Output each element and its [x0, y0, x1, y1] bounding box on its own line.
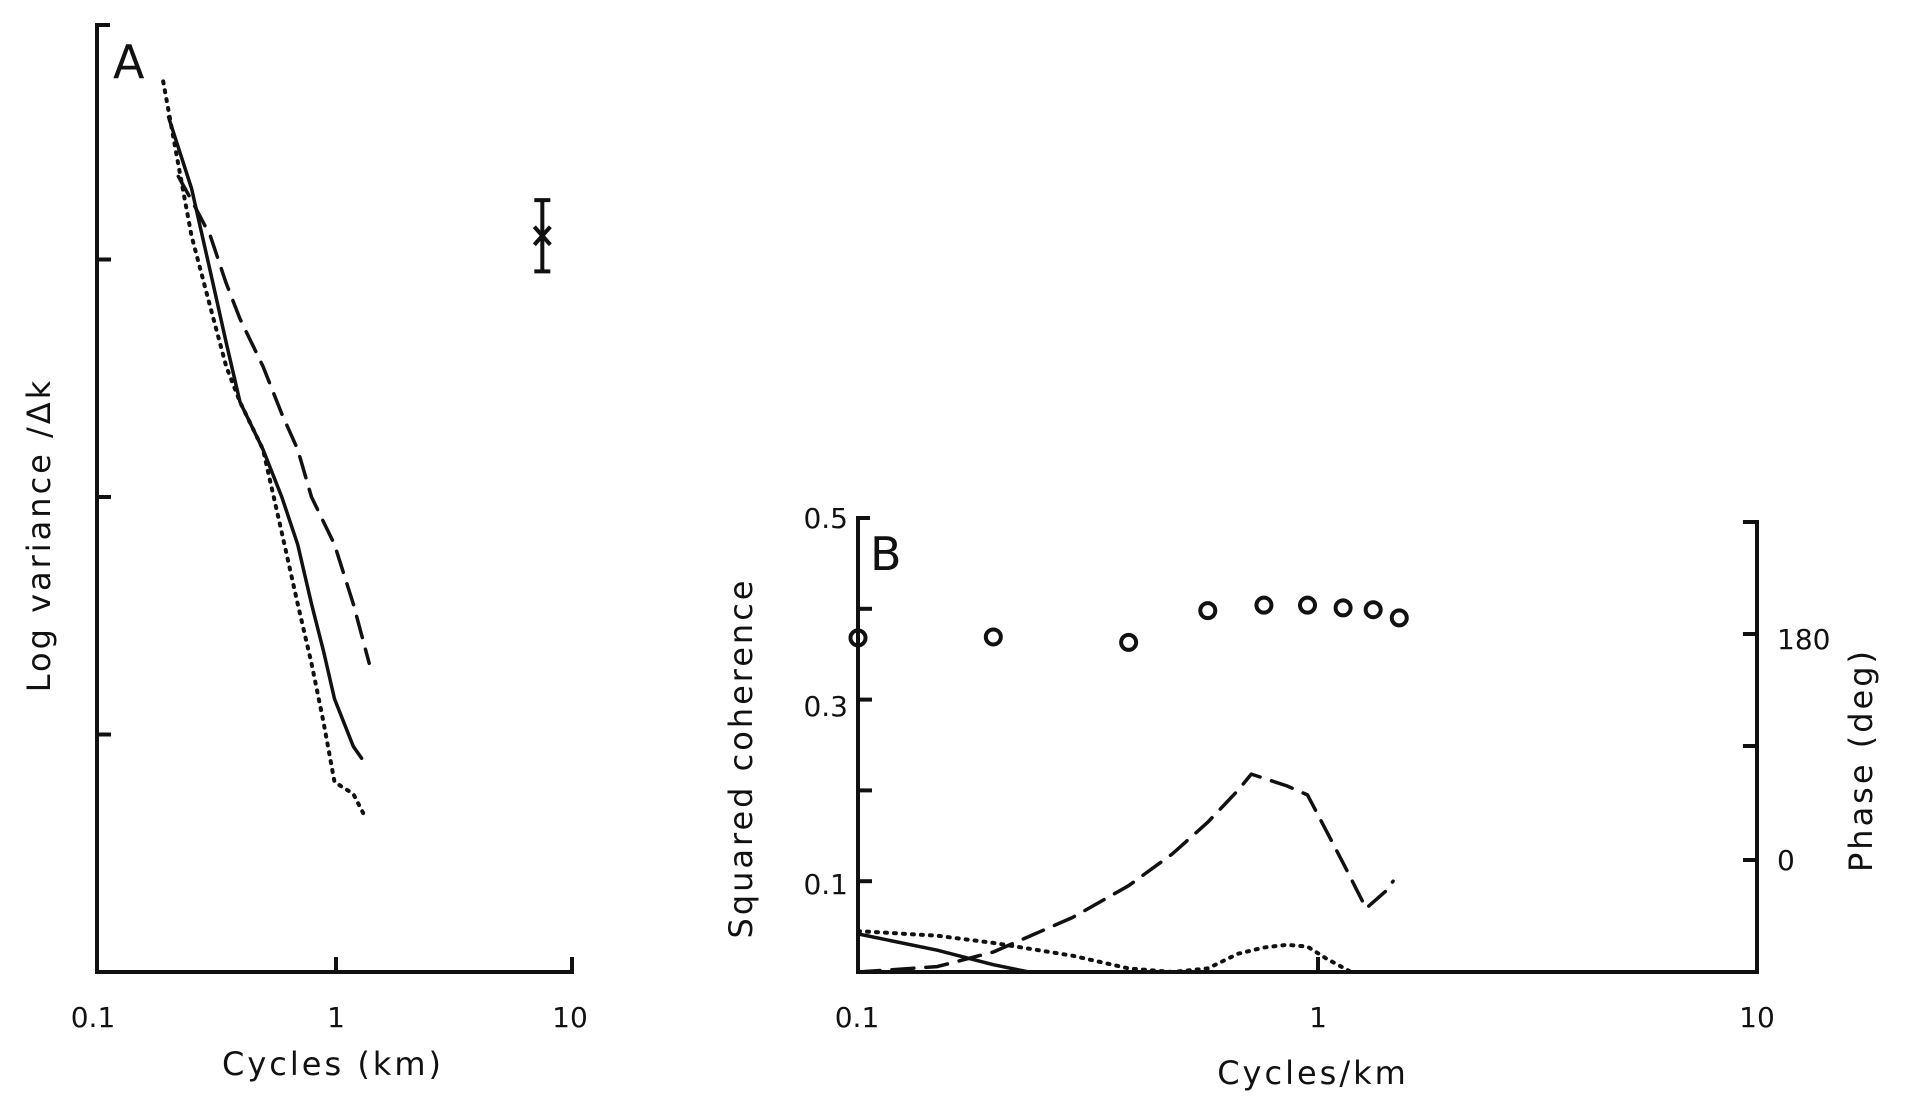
phase-point [1254, 595, 1274, 615]
panel-a-series-dashed [176, 174, 371, 666]
panel-b-ytick-0.5: 0.5 [803, 502, 848, 535]
panel-b-xlabel: Cycles/km [1217, 1054, 1409, 1092]
panel-b-rtick-180: 180 [1777, 623, 1830, 656]
panel-b-series-dotted [856, 929, 1354, 974]
phase-point [1298, 595, 1317, 615]
panel-a-series-solid [166, 115, 364, 761]
panel-b-rtick-0: 0 [1777, 844, 1795, 877]
panel-b-axes [856, 516, 1759, 974]
panel-a-xtick-1: 1 [327, 1001, 345, 1034]
phase-point [1389, 608, 1409, 628]
panel-a: A 0.1 1 10 Cycles (km) Log variance /Δk [20, 23, 588, 1083]
panel-a-series-dotted [161, 79, 368, 820]
panel-b-ytick-0.1: 0.1 [803, 868, 848, 901]
phase-point [848, 628, 868, 648]
panel-b: B 0.5 0.3 0.1 180 0 0.1 1 10 Cycles/km S… [722, 502, 1880, 1092]
panel-b-series-dashed [856, 772, 1395, 974]
panel-a-ylabel: Log variance /Δk [20, 378, 58, 692]
error-bar-marker [532, 225, 552, 247]
panel-b-series-solid [856, 932, 1031, 974]
phase-point [983, 627, 1003, 647]
panel-b-label: B [870, 527, 902, 581]
panel-a-xtick-0: 0.1 [71, 1001, 116, 1034]
phase-point [1333, 598, 1353, 618]
phase-point [1363, 600, 1383, 620]
panel-a-axes [95, 23, 574, 974]
panel-b-ytick-0.3: 0.3 [803, 690, 848, 723]
phase-point [1119, 632, 1139, 652]
panel-b-xtick-1: 1 [1309, 1001, 1327, 1034]
panel-a-label: A [113, 35, 145, 89]
panel-b-ylabel-right: Phase (deg) [1842, 648, 1880, 872]
panel-a-xtick-2: 10 [552, 1001, 588, 1034]
panel-b-xtick-2: 10 [1739, 1001, 1775, 1034]
panel-b-xtick-0: 0.1 [835, 1001, 880, 1034]
panel-b-ylabel: Squared coherence [722, 578, 760, 939]
panel-a-xlabel: Cycles (km) [222, 1045, 444, 1083]
phase-point [1198, 601, 1218, 621]
